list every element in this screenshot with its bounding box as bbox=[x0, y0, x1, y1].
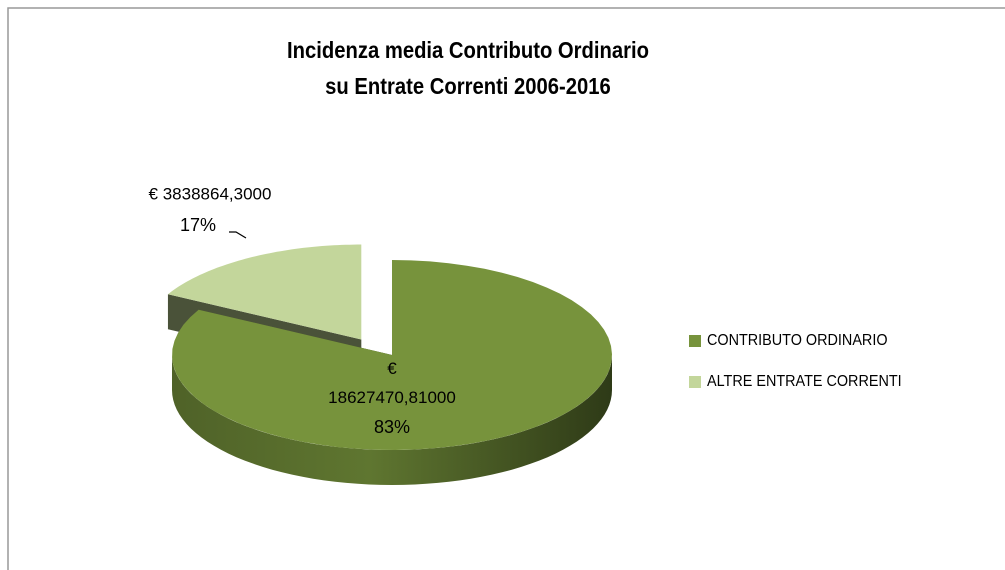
legend-label: ALTRE ENTRATE CORRENTI bbox=[707, 373, 902, 391]
data-label: €18627470,81000 bbox=[328, 359, 456, 407]
pie-slice bbox=[168, 244, 362, 340]
percentage-label: 17% bbox=[180, 215, 216, 235]
slice-side bbox=[172, 355, 612, 485]
data-label: € 3838864,3000 bbox=[149, 184, 272, 203]
legend-swatch bbox=[689, 335, 701, 347]
data-label-line: € bbox=[387, 359, 397, 378]
percentage-label: 83% bbox=[374, 417, 410, 437]
chart-title: Incidenza media Contributo Ordinario bbox=[287, 37, 649, 64]
legend-swatch bbox=[689, 376, 701, 388]
chart-title: su Entrate Correnti 2006-2016 bbox=[325, 73, 611, 100]
chart-frame bbox=[7, 7, 1005, 570]
legend-label: CONTRIBUTO ORDINARIO bbox=[707, 332, 888, 350]
data-label-line: 18627470,81000 bbox=[328, 388, 456, 407]
pie-slice bbox=[172, 260, 612, 450]
leader-line bbox=[229, 231, 247, 239]
